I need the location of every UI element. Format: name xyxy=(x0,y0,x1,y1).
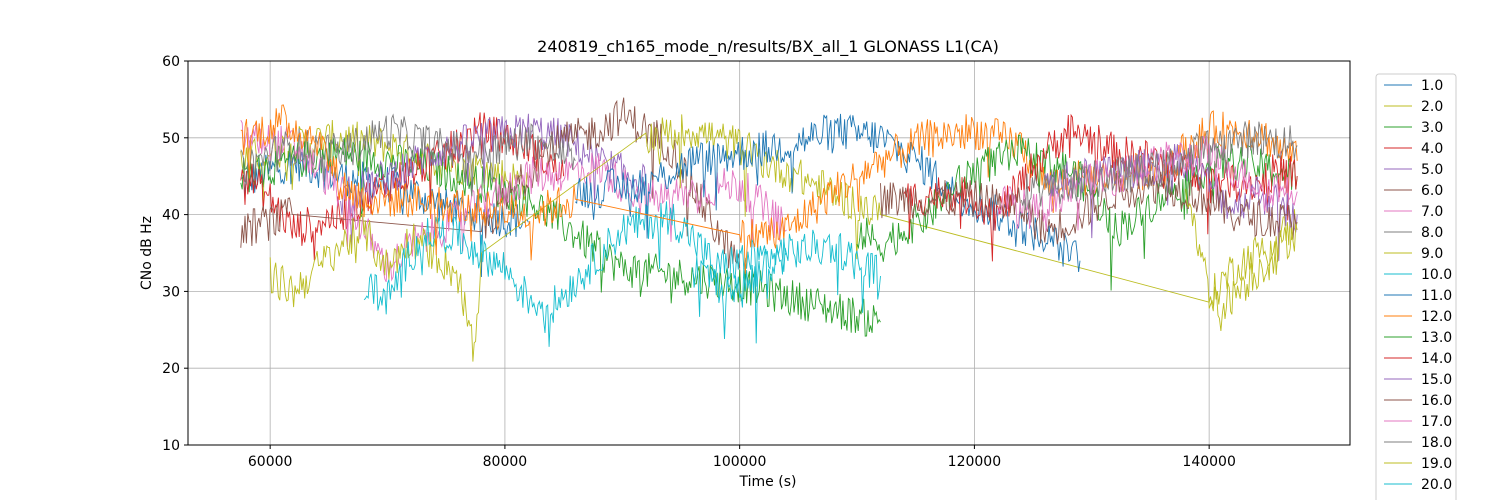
y-tick-label: 50 xyxy=(162,131,180,147)
legend-entry: 13.0 xyxy=(1421,330,1452,346)
legend-entry: 10.0 xyxy=(1421,267,1452,283)
legend-entry: 3.0 xyxy=(1421,120,1443,136)
legend-entry: 18.0 xyxy=(1421,435,1452,451)
series-line-10.0 xyxy=(363,201,881,347)
legend-entry: 16.0 xyxy=(1421,393,1452,409)
grid xyxy=(188,60,1350,446)
series-line-14.0 xyxy=(903,113,1298,262)
x-tick-label: 100000 xyxy=(713,454,766,470)
legend-entry: 4.0 xyxy=(1421,141,1443,157)
legend: 1.0 2.0 3.0 4.0 5.0 6.0 7.0 8.0 9.0 10.0 11.0 12.0 1… xyxy=(1375,73,1457,500)
series-line-16.0 xyxy=(880,170,1298,245)
legend-entry: 5.0 xyxy=(1421,162,1443,178)
legend-entry: 1.0 xyxy=(1421,78,1443,94)
legend-entry: 9.0 xyxy=(1421,246,1443,262)
y-tick-label: 40 xyxy=(162,208,180,224)
x-tick-label: 140000 xyxy=(1182,454,1235,470)
legend-entry: 17.0 xyxy=(1421,414,1452,430)
legend-entry: 19.0 xyxy=(1421,456,1452,472)
legend-entry: 8.0 xyxy=(1421,225,1443,241)
series-line-8.0 xyxy=(240,113,576,197)
legend-entry: 20.0 xyxy=(1421,477,1452,493)
y-tick-label: 60 xyxy=(162,54,180,70)
x-tick-label: 60000 xyxy=(248,454,293,470)
x-tick-label: 120000 xyxy=(948,454,1001,470)
legend-entry: 12.0 xyxy=(1421,309,1452,325)
legend-box xyxy=(1375,73,1457,500)
y-axis-label: CNo dB Hz xyxy=(139,216,155,290)
legend-entry: 11.0 xyxy=(1421,288,1452,304)
axis-ticks: 60000 80000 100000 120000 140000 10 20 30 40 50 60 xyxy=(162,54,1236,470)
y-tick-label: 30 xyxy=(162,284,180,300)
series-line-18.0 xyxy=(1020,121,1298,210)
series-line-6.0 xyxy=(240,97,741,269)
legend-entry: 2.0 xyxy=(1421,99,1443,115)
x-tick-label: 80000 xyxy=(483,454,528,470)
plot-frame xyxy=(187,60,1351,446)
series-line-19.0 xyxy=(1185,188,1298,331)
legend-entry: 6.0 xyxy=(1421,183,1443,199)
plot-area xyxy=(240,97,1298,362)
x-axis-label: Time (s) xyxy=(739,474,797,490)
series-line-5.0 xyxy=(340,113,647,249)
legend-entry: 14.0 xyxy=(1421,351,1452,367)
y-tick-label: 20 xyxy=(162,361,180,377)
series-line-20.0 xyxy=(692,238,787,344)
chart-title: 240819_ch165_mode_n/results/BX_all_1 GLO… xyxy=(537,37,999,57)
legend-entry: 15.0 xyxy=(1421,372,1452,388)
series-line-13.0 xyxy=(856,134,1298,291)
legend-entry: 7.0 xyxy=(1421,204,1443,220)
y-tick-label: 10 xyxy=(162,438,180,454)
series-line-9.0 xyxy=(269,114,1298,362)
